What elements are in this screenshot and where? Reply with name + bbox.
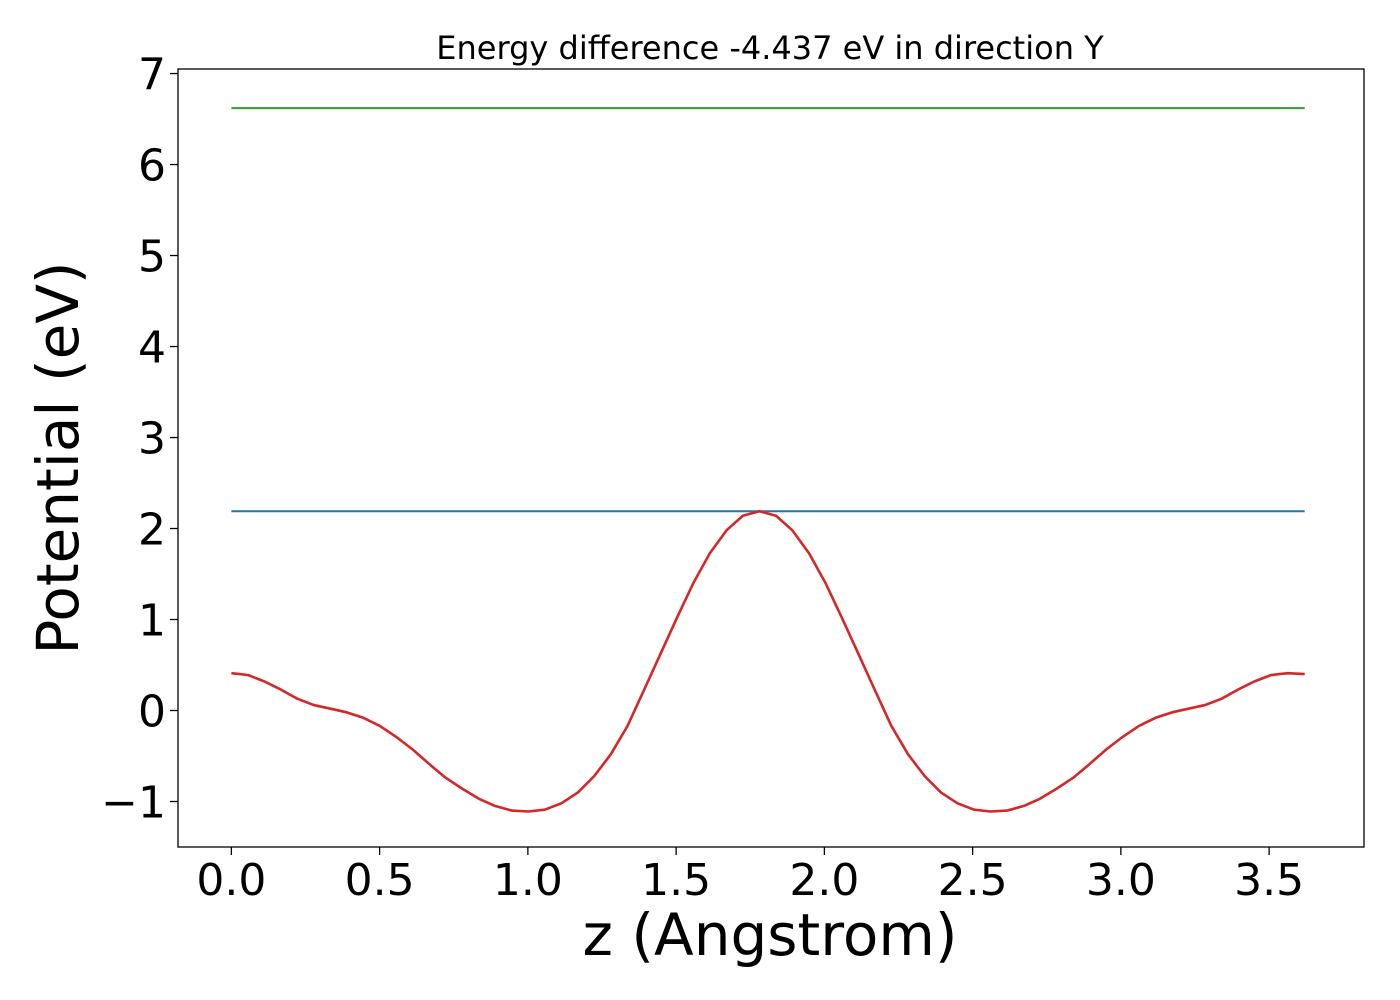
- y-tick-label: 0: [138, 687, 166, 738]
- series-line-3: [231, 509, 1305, 813]
- y-tick-label: 2: [138, 505, 166, 556]
- y-tick-label: 7: [138, 50, 166, 101]
- x-tick-label: 0.5: [345, 855, 415, 906]
- chart-title: Energy difference -4.437 eV in direction…: [436, 29, 1104, 67]
- y-tick-label: 6: [138, 141, 166, 192]
- x-tick-label: 0.0: [196, 855, 266, 906]
- plot-frame: [177, 68, 1365, 848]
- x-tick-label: 1.0: [493, 855, 563, 906]
- y-tick-label: 1: [138, 596, 166, 647]
- x-axis: 0.0 0.5 1.0 1.5 2.0 2.5 3.0 3.5: [196, 847, 1304, 906]
- y-tick-label: 4: [138, 323, 166, 374]
- x-axis-label: z (Angstrom): [583, 901, 958, 969]
- x-tick-label: 3.0: [1086, 855, 1156, 906]
- y-axis: −1 0 1 2 3 4 5 6 7: [101, 50, 178, 829]
- y-tick-label: 5: [138, 232, 166, 283]
- x-tick-label: 1.5: [641, 855, 711, 906]
- x-tick-label: 2.5: [938, 855, 1008, 906]
- y-axis-label: Potential (eV): [24, 261, 92, 654]
- y-tick-label: −1: [101, 778, 166, 829]
- series-layer: [231, 107, 1305, 813]
- x-tick-label: 2.0: [789, 855, 859, 906]
- x-tick-label: 3.5: [1234, 855, 1304, 906]
- y-tick-label: 3: [138, 414, 166, 465]
